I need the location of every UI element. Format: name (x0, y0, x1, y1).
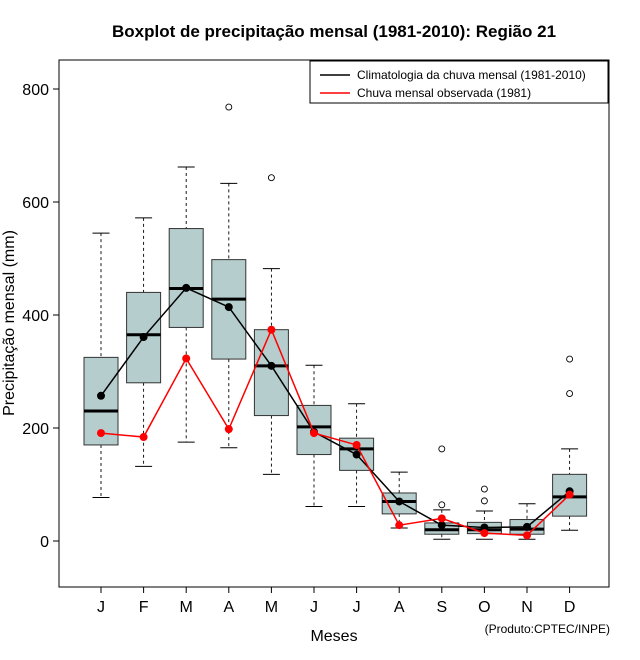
climatology-line (100, 286, 571, 529)
legend-label: Climatologia da chuva mensal (1981-2010) (357, 68, 586, 82)
observed-point (224, 425, 233, 434)
y-tick-label: 600 (22, 195, 49, 212)
climatology-point (224, 303, 233, 312)
x-tick-label: F (139, 599, 149, 616)
x-axis-label: Meses (310, 628, 357, 645)
observed-point (267, 325, 276, 334)
climatology-point (523, 522, 531, 531)
outlier-point (480, 485, 488, 493)
box-month-3 (168, 166, 204, 443)
x-tick-label: S (436, 599, 447, 616)
climatology-point (437, 521, 446, 530)
climatology-point (395, 497, 404, 506)
observed-point (437, 514, 446, 523)
box-month-4 (211, 103, 247, 449)
outlier-point (438, 445, 446, 453)
climatology-point (480, 523, 489, 532)
observed-line (100, 327, 571, 537)
outlier-point (480, 497, 488, 505)
x-tick-label: J (353, 599, 361, 616)
outlier-point (438, 501, 446, 509)
y-tick-label: 0 (40, 534, 49, 551)
source-footer: (Produto:CPTEC/INPE) (485, 622, 610, 636)
box-month-1 (83, 232, 119, 498)
x-tick-label: J (310, 599, 318, 616)
observed-point (480, 529, 489, 538)
x-tick-label: J (97, 599, 105, 616)
x-tick-label: M (265, 599, 278, 616)
x-tick-label: A (223, 599, 234, 616)
climatology-point (352, 450, 361, 459)
iqr-box (253, 329, 289, 417)
observed-point (182, 354, 191, 363)
plot-area: 0 200 400 600 800 J F M A M J J A S O N D Climatologia da… (22, 60, 609, 616)
x-tick-label: O (478, 599, 490, 616)
observed-point (523, 531, 531, 540)
outlier-point (267, 174, 275, 182)
legend: Climatologia da chuva mensal (1981-2010)… (309, 60, 609, 104)
legend-box (309, 60, 609, 104)
climatology-point (182, 283, 191, 292)
climatology-point (97, 391, 105, 400)
observed-point (310, 429, 318, 438)
box-month-2 (126, 217, 162, 467)
chart-title: Boxplot de precipitação mensal (1981-201… (112, 22, 556, 41)
iqr-box (168, 228, 204, 328)
outlier-point (566, 355, 574, 363)
outlier-point (566, 390, 574, 397)
box-month-12 (552, 355, 588, 531)
observed-point (565, 490, 574, 499)
x-tick-label: M (180, 599, 193, 616)
x-tick-label: A (394, 599, 405, 616)
x-tick-label: N (521, 599, 533, 616)
climatology-point (139, 333, 148, 342)
climatology-point (267, 361, 276, 370)
observed-point (139, 433, 148, 442)
y-tick-label: 800 (22, 82, 49, 99)
legend-label: Chuva mensal observada (1981) (357, 86, 531, 100)
observed-point (97, 429, 105, 438)
plot-frame (58, 59, 610, 588)
box-month-5 (253, 174, 289, 475)
outlier-point (225, 103, 233, 111)
y-tick-label: 200 (22, 421, 49, 438)
y-tick-label: 400 (22, 308, 49, 325)
y-axis-label: Precipitação mensal (mm) (1, 230, 18, 416)
observed-point (352, 440, 361, 449)
x-tick-label: D (564, 599, 576, 616)
observed-point (395, 521, 404, 530)
